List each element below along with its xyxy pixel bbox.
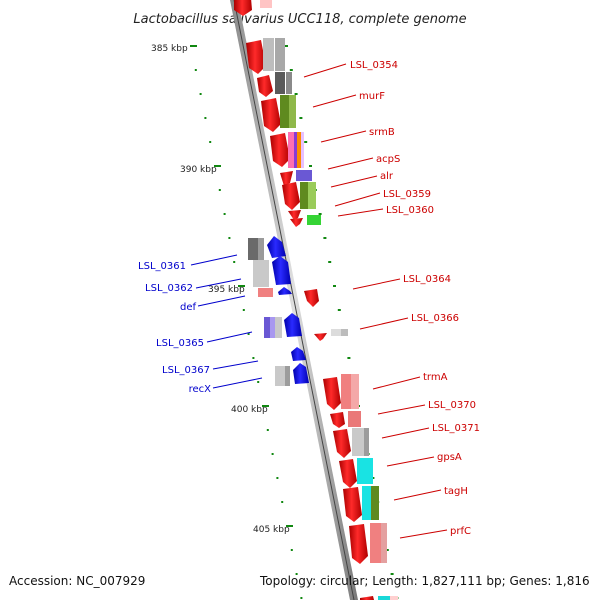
scale-tick (289, 69, 293, 71)
cds-arrow (343, 487, 362, 522)
scale-tick (333, 285, 336, 287)
scale-tick (223, 213, 226, 215)
scale-tick (328, 261, 332, 263)
gene-label-lsl-0361: LSL_0361 (138, 261, 186, 272)
map-title: Lactobacillus salivarius UCC118, complet… (133, 12, 466, 27)
cds-arrow (234, 0, 252, 16)
scale-tick (285, 45, 288, 47)
scale-tick (266, 429, 269, 431)
scale-tick (276, 477, 279, 479)
scale-tick (281, 501, 284, 503)
scale-tick (238, 285, 245, 287)
feature-blocks (248, 0, 398, 600)
gene-label-lsl-0359: LSL_0359 (383, 189, 431, 200)
reverse-cds-track (267, 236, 309, 384)
scale-label-385: 385 kbp (151, 44, 188, 54)
gene-label-prfc: prfC (450, 526, 471, 537)
genome-summary-text: Topology: circular; Length: 1,827,111 bp… (260, 574, 590, 588)
scale-label-390: 390 kbp (180, 165, 217, 175)
gene-label-lsl-0364: LSL_0364 (403, 274, 451, 285)
genome-backbone (230, 0, 358, 600)
scale-tick (286, 525, 293, 527)
cds-arrow (257, 75, 273, 97)
scale-tick (304, 141, 308, 143)
cds-arrow (270, 133, 290, 167)
cds-arrow (272, 256, 291, 285)
label-leaders (190, 63, 448, 539)
scale-tick (262, 405, 269, 407)
scale-tick (209, 141, 212, 143)
cds-arrow (349, 524, 368, 564)
scale-tick (290, 549, 293, 551)
gene-labels: LSL_0354 murF srmB acpS alr LSL_0359 LSL… (138, 60, 480, 537)
cds-arrow (278, 287, 292, 295)
gene-label-lsl-0354: LSL_0354 (350, 60, 398, 71)
cds-arrow (314, 333, 327, 341)
scale-tick (318, 213, 322, 215)
scale-tick (271, 453, 274, 455)
scale-tick (218, 189, 221, 191)
gene-label-lsl-0366: LSL_0366 (411, 313, 459, 324)
cds-arrow (333, 429, 351, 458)
scale-tick (347, 357, 351, 359)
cds-arrow (280, 171, 293, 186)
cds-arrow (330, 412, 345, 428)
scale-tick (233, 261, 236, 263)
cds-arrow (293, 363, 309, 384)
cds-arrow (282, 182, 300, 210)
scale-tick (252, 357, 255, 359)
scale-tick (257, 381, 260, 383)
gene-label-murf: murF (359, 91, 385, 102)
gene-label-acps: acpS (376, 154, 400, 165)
scale-tick (385, 549, 389, 551)
scale-tick (190, 45, 197, 47)
cds-arrow (284, 313, 302, 337)
scale-tick (309, 165, 312, 167)
scale-tick (199, 93, 202, 95)
scale-tick (323, 237, 327, 239)
scale-tick (299, 117, 303, 119)
scale-label-395: 395 kbp (208, 285, 245, 295)
cds-arrow (323, 377, 341, 410)
scale-tick (294, 93, 298, 95)
scale-tick (295, 573, 298, 575)
cds-arrow (360, 596, 374, 600)
cds-arrow (288, 210, 301, 220)
cds-arrow (267, 236, 286, 258)
cds-arrow (339, 459, 357, 488)
gene-label-tagh: tagH (444, 486, 468, 497)
scale-tick (228, 237, 231, 239)
gene-label-srmb: srmB (369, 127, 395, 138)
gene-label-lsl-0367: LSL_0367 (162, 365, 210, 376)
scale-tick (204, 117, 207, 119)
accession-text: Accession: NC_007929 (9, 574, 146, 588)
scale-tick (242, 309, 245, 311)
cds-arrow (290, 218, 303, 227)
cds-arrow (291, 347, 306, 361)
cds-arrow (304, 289, 319, 307)
scale-labels: 385 kbp 390 kbp 395 kbp 400 kbp 405 kbp (151, 44, 290, 535)
forward-cds-track (234, 0, 374, 600)
scale-tick (337, 309, 341, 311)
scale-label-400: 400 kbp (231, 405, 268, 415)
gene-label-recx: recX (189, 384, 212, 395)
scale-tick (300, 597, 303, 599)
gene-label-lsl-0371: LSL_0371 (432, 423, 480, 434)
scale-tick (390, 573, 394, 575)
gene-label-lsl-0360: LSL_0360 (386, 205, 434, 216)
scale-label-405: 405 kbp (253, 525, 290, 535)
gene-label-gpsa: gpsA (437, 452, 462, 463)
scale-tick (194, 69, 197, 71)
cds-arrow (261, 98, 281, 132)
gene-label-def: def (180, 302, 197, 313)
gene-label-trma: trmA (423, 372, 448, 383)
gene-label-lsl-0365: LSL_0365 (156, 338, 204, 349)
gene-label-alr: alr (380, 171, 394, 182)
gene-label-lsl-0362: LSL_0362 (145, 283, 193, 294)
scale-tick (247, 333, 250, 335)
scale-tick (214, 165, 221, 167)
cds-arrow (246, 40, 266, 74)
gene-label-lsl-0370: LSL_0370 (428, 400, 476, 411)
